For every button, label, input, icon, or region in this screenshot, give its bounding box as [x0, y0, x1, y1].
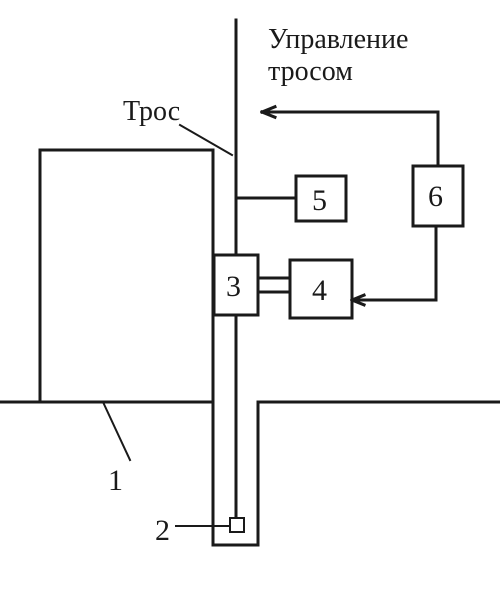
- block-5-label: 5: [312, 184, 327, 217]
- block-4-label: 4: [312, 274, 327, 307]
- label-control-2: тросом: [268, 56, 353, 87]
- sensor-2: [230, 518, 244, 532]
- block-6-label: 6: [428, 180, 443, 213]
- number-1: 1: [108, 464, 123, 497]
- block-3-label: 3: [226, 270, 241, 303]
- number-2: 2: [155, 514, 170, 547]
- label-control-1: Управление: [268, 24, 408, 55]
- label-cable: Трос: [123, 96, 180, 127]
- leader-1: [103, 402, 130, 460]
